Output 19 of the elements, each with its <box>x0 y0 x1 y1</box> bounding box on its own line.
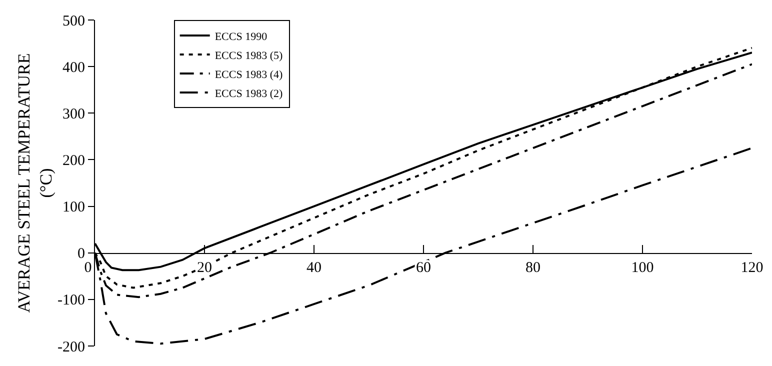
legend-label: ECCS 1990 <box>214 30 268 43</box>
legend-label: ECCS 1983 (2) <box>214 88 284 100</box>
y-tick-label: 500 <box>62 13 85 30</box>
y-tick-label: 400 <box>62 60 85 76</box>
y-tick-label: -200 <box>58 339 85 356</box>
y-tick-label: -100 <box>58 292 85 309</box>
y-tick-label: 100 <box>62 200 85 216</box>
y-tick-label: 300 <box>62 106 85 122</box>
y-tick-label: 0 <box>78 246 85 262</box>
y-tick-label: 200 <box>62 152 85 169</box>
legend-label: ECCS 1983 (5) <box>214 50 284 62</box>
x-tick-label: 20 <box>197 260 212 276</box>
x-tick-label: 80 <box>526 260 540 276</box>
x-tick-label: 100 <box>631 260 654 276</box>
y-axis-title: AVERAGE STEEL TEMPERATURE (°C) <box>14 53 56 313</box>
legend-label: ECCS 1983 (4) <box>214 68 284 81</box>
x-tick-label: 60 <box>416 260 431 276</box>
x-tick-label: 40 <box>306 260 322 276</box>
x-tick-label: 120 <box>740 260 764 276</box>
